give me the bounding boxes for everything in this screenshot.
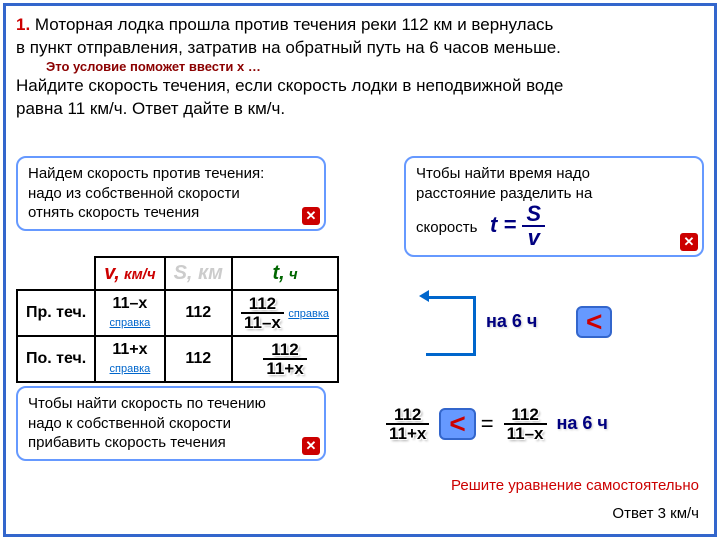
- info-box-downstream: Чтобы найти скорость по течению надо к с…: [16, 386, 326, 461]
- box-text: Чтобы найти скорость по течению: [28, 395, 266, 412]
- equation: 11211+x < = 11211–x на 6 ч: [386, 406, 608, 442]
- solve-hint: Решите уравнение самостоятельно: [451, 477, 699, 494]
- data-table: v, км/ч S, км t, ч Пр. теч. 11–xсправка …: [16, 256, 339, 383]
- info-box-time: Чтобы найти время надо расстояние раздел…: [404, 156, 704, 257]
- less-than-icon: <: [576, 306, 612, 338]
- cell-v1: 11–xсправка: [95, 290, 164, 336]
- box-text: скорость: [416, 219, 477, 236]
- row-downstream: По. теч.: [17, 336, 95, 382]
- box-text: Найдем скорость против течения:: [28, 165, 264, 182]
- answer-text: Ответ 3 км/ч: [612, 505, 699, 522]
- col-t: t, ч: [232, 257, 338, 290]
- col-v: v, км/ч: [95, 257, 164, 290]
- problem-line1: Моторная лодка прошла против течения рек…: [30, 15, 553, 34]
- info-box-upstream: Найдем скорость против течения: надо из …: [16, 156, 326, 231]
- reference-link[interactable]: справка: [288, 308, 329, 320]
- na6-label: на 6 ч: [557, 413, 608, 433]
- row-upstream: Пр. теч.: [17, 290, 95, 336]
- box-text: надо к собственной скорости: [28, 415, 231, 432]
- box-text: отнять скорость течения: [28, 204, 199, 221]
- cell-v2: 11+xсправка: [95, 336, 164, 382]
- close-icon[interactable]: ✕: [302, 207, 320, 225]
- problem-line4: равна 11 км/ч. Ответ дайте в км/ч.: [16, 99, 285, 118]
- arrow-head: [419, 290, 429, 302]
- box-text: расстояние разделить на: [416, 185, 592, 202]
- formula-t: t = Sv: [490, 212, 545, 237]
- close-icon[interactable]: ✕: [680, 233, 698, 251]
- reference-link[interactable]: справка: [110, 317, 151, 329]
- na6-label: на 6 ч: [486, 311, 537, 332]
- cell-t1: 11211–x справка: [232, 290, 338, 336]
- cell-s2: 112: [165, 336, 232, 382]
- cell-s1: 112: [165, 290, 232, 336]
- box-text: Чтобы найти время надо: [416, 165, 590, 182]
- col-s: S, км: [165, 257, 232, 290]
- cell-t2: 11211+x: [232, 336, 338, 382]
- close-icon[interactable]: ✕: [302, 437, 320, 455]
- box-text: прибавить скорость течения: [28, 434, 226, 451]
- reference-link[interactable]: справка: [110, 363, 151, 375]
- less-than-icon: <: [439, 408, 475, 440]
- problem-line3: Найдите скорость течения, если скорость …: [16, 76, 563, 95]
- hint-text: Это условие поможет ввести x …: [46, 58, 704, 76]
- box-text: надо из собственной скорости: [28, 185, 240, 202]
- problem-line2: в пункт отправления, затратив на обратны…: [16, 38, 561, 57]
- problem-number: 1.: [16, 15, 30, 34]
- arrow-bracket: [426, 296, 476, 356]
